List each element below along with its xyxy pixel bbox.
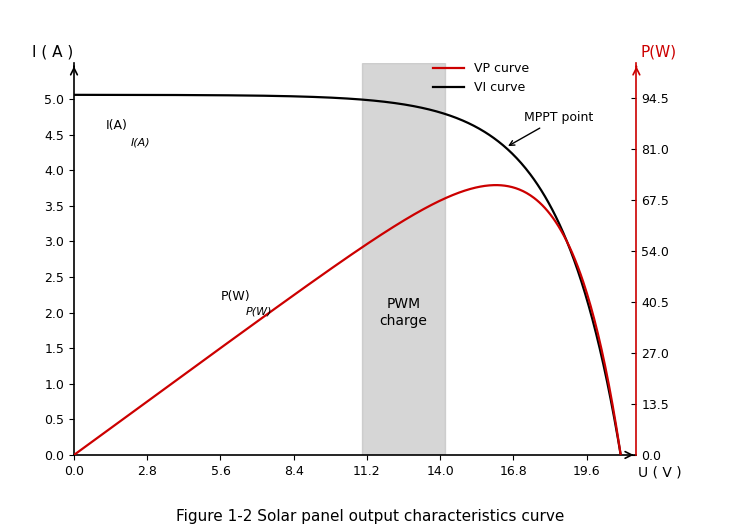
Text: I(A): I(A) bbox=[130, 138, 150, 148]
Bar bbox=[362, 63, 445, 455]
Text: P(W): P(W) bbox=[246, 307, 272, 317]
Legend: VP curve, VI curve: VP curve, VI curve bbox=[433, 62, 529, 94]
Text: Figure 1-2 Solar panel output characteristics curve: Figure 1-2 Solar panel output characteri… bbox=[176, 509, 564, 524]
Text: PWM
charge: PWM charge bbox=[380, 297, 428, 327]
Text: MPPT point: MPPT point bbox=[509, 111, 593, 145]
Text: I ( A ): I ( A ) bbox=[33, 45, 74, 60]
Text: P(W): P(W) bbox=[640, 45, 676, 60]
Text: I(A): I(A) bbox=[105, 119, 127, 132]
Text: P(W): P(W) bbox=[221, 290, 250, 303]
Text: U ( V ): U ( V ) bbox=[638, 466, 682, 480]
